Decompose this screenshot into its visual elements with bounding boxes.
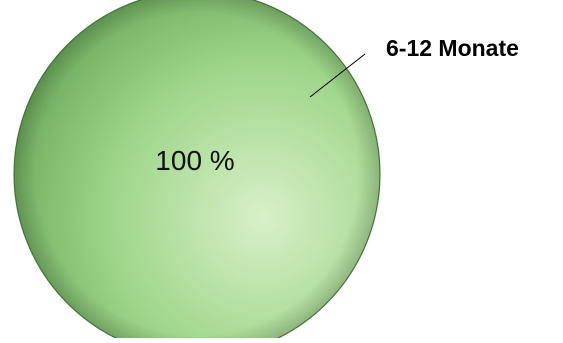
labels-layer: 100 % 6-12 Monate <box>155 35 519 176</box>
slices-layer <box>13 0 381 343</box>
slice-category-label: 6-12 Monate <box>386 35 519 61</box>
pie-slice-rim-1 <box>14 0 380 343</box>
slice-leader-line <box>309 53 366 98</box>
slice-value-label: 100 % <box>155 145 234 176</box>
